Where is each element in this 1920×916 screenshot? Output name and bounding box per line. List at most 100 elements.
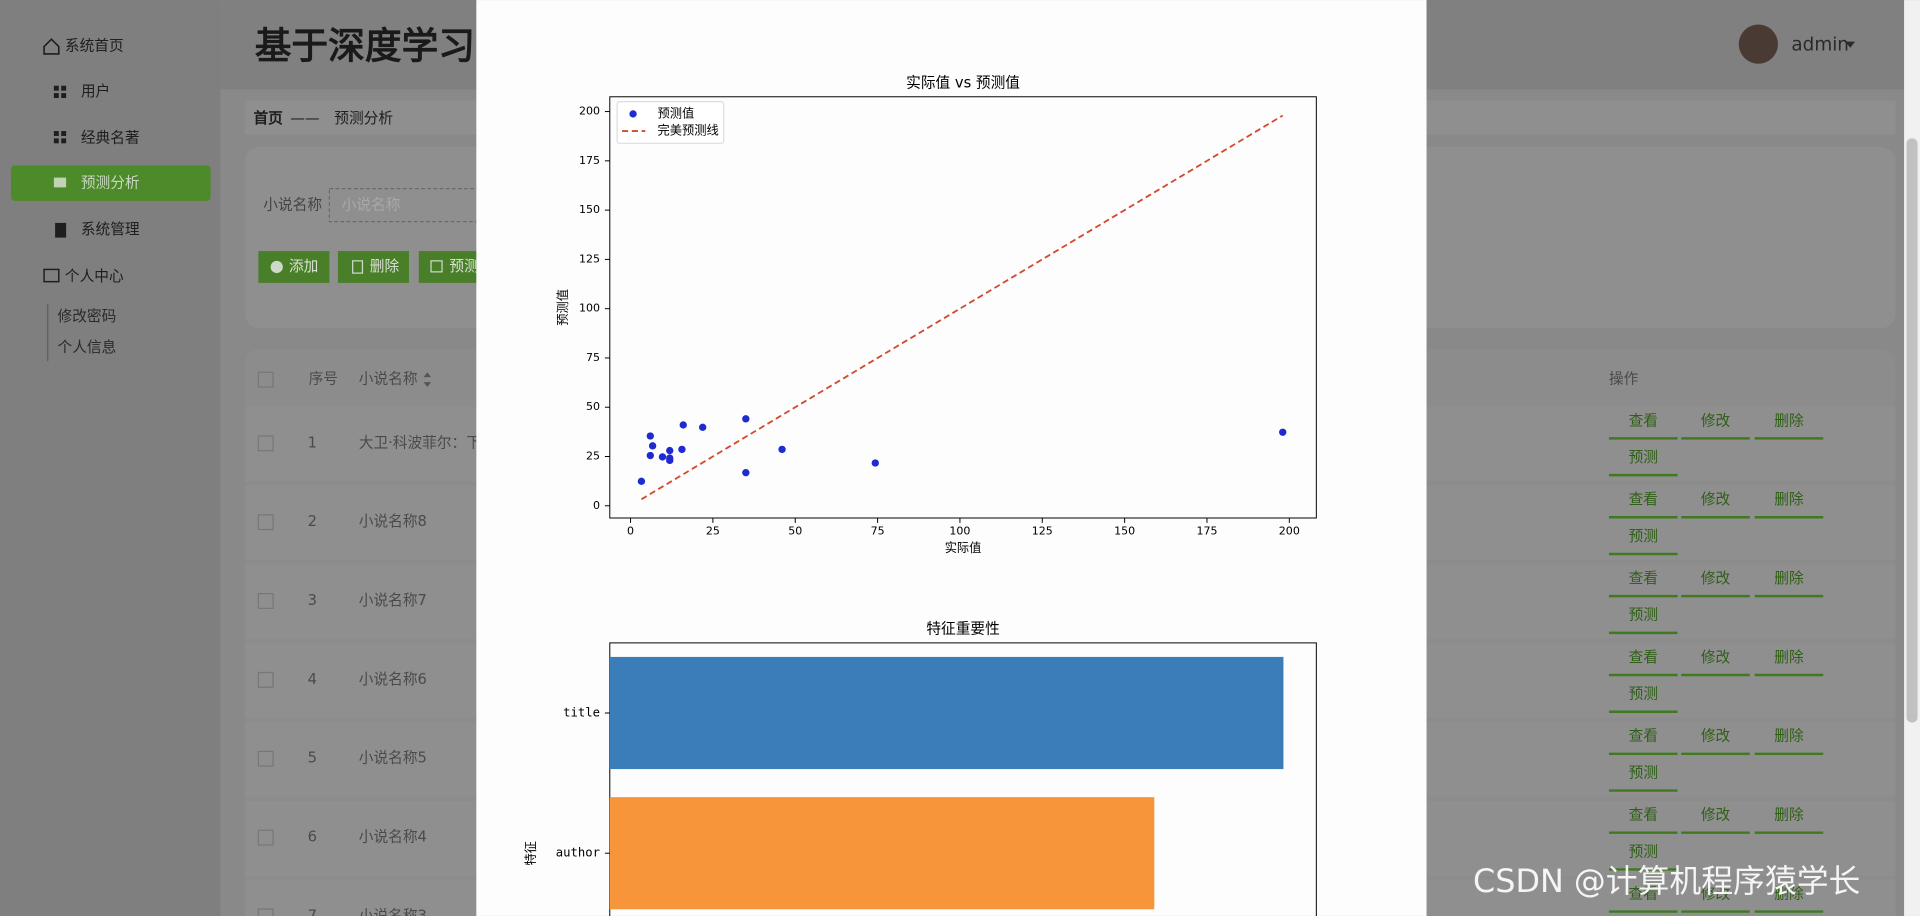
action-button[interactable]: 修改 bbox=[1701, 570, 1731, 587]
submenu-item[interactable]: 修改密码 bbox=[58, 308, 117, 325]
watermark: CSDN @计算机程序猿学长 bbox=[1473, 862, 1860, 900]
x-axis-label: 实际值 bbox=[945, 540, 982, 555]
menu-item[interactable]: 经典名著 bbox=[81, 129, 140, 146]
button-icon bbox=[430, 260, 443, 273]
y-tick-label: 75 bbox=[586, 351, 600, 364]
breadcrumb-current: 预测分析 bbox=[334, 110, 393, 127]
y-axis-label: 预测值 bbox=[555, 289, 570, 326]
row-index: 5 bbox=[308, 750, 317, 767]
action-button[interactable]: 查看 bbox=[1629, 412, 1658, 429]
scatter-point bbox=[666, 446, 674, 455]
action-button[interactable]: 修改 bbox=[1701, 885, 1731, 902]
sidebar bbox=[0, 0, 221, 916]
y-tick-label: 200 bbox=[579, 105, 600, 118]
menu-item[interactable]: 预测分析 bbox=[81, 175, 140, 192]
x-tick-label: 150 bbox=[1114, 524, 1135, 537]
menu-item[interactable]: 用户 bbox=[81, 83, 110, 100]
add-button[interactable] bbox=[258, 251, 330, 283]
scatter-point bbox=[666, 454, 674, 462]
y-tick-label: title bbox=[563, 706, 600, 720]
checkbox[interactable] bbox=[257, 908, 274, 916]
y-tick-label: 0 bbox=[593, 499, 600, 512]
action-button[interactable]: 预测 bbox=[1629, 764, 1658, 781]
action-button[interactable]: 查看 bbox=[1629, 491, 1658, 508]
action-button[interactable]: 删除 bbox=[1774, 728, 1804, 745]
scatter-point bbox=[646, 432, 654, 440]
row-name: 小说名称6 bbox=[359, 671, 427, 688]
action-button[interactable]: 删除 bbox=[1774, 885, 1804, 902]
submenu-item[interactable]: 个人信息 bbox=[58, 339, 117, 356]
menu-item[interactable]: 系统首页 bbox=[65, 38, 124, 55]
action-button[interactable]: 查看 bbox=[1629, 570, 1658, 587]
action-button[interactable]: 删除 bbox=[1774, 807, 1804, 824]
sort-icon[interactable] bbox=[423, 372, 432, 387]
checkbox[interactable] bbox=[257, 514, 274, 531]
button-icon bbox=[270, 260, 283, 274]
row-index: 7 bbox=[308, 907, 317, 916]
column-header[interactable]: 小说名称 bbox=[359, 371, 418, 388]
breadcrumb-home[interactable]: 首页 bbox=[253, 109, 283, 127]
action-button[interactable]: 查看 bbox=[1629, 649, 1658, 666]
legend-swatch bbox=[629, 110, 637, 118]
row-index: 4 bbox=[308, 671, 317, 688]
menu-item[interactable]: 个人中心 bbox=[65, 268, 124, 285]
checkbox[interactable] bbox=[257, 593, 274, 609]
action-button[interactable]: 修改 bbox=[1701, 807, 1731, 824]
row-name: 小说名称7 bbox=[359, 592, 427, 609]
scatter-point bbox=[648, 442, 657, 450]
x-tick-label: 100 bbox=[949, 524, 970, 537]
delete-button[interactable] bbox=[337, 251, 409, 283]
clipboard-icon bbox=[55, 222, 67, 238]
predict-button-label[interactable]: 预测 bbox=[449, 258, 478, 275]
home-icon bbox=[43, 38, 60, 55]
action-button[interactable]: 修改 bbox=[1701, 649, 1731, 666]
x-tick-label: 175 bbox=[1196, 524, 1217, 537]
action-button[interactable]: 查看 bbox=[1629, 885, 1658, 902]
row-index: 6 bbox=[308, 829, 317, 846]
scrollbar-thumb[interactable] bbox=[1906, 138, 1918, 723]
action-button[interactable]: 预测 bbox=[1629, 607, 1658, 624]
action-button[interactable]: 修改 bbox=[1701, 412, 1731, 429]
action-button[interactable]: 预测 bbox=[1629, 686, 1658, 703]
active-menu[interactable] bbox=[11, 165, 211, 201]
y-tick-label: 25 bbox=[586, 450, 600, 463]
x-tick-label: 0 bbox=[627, 524, 634, 537]
action-button[interactable]: 修改 bbox=[1701, 491, 1731, 508]
row-index: 3 bbox=[308, 592, 317, 609]
action-button[interactable]: 删除 bbox=[1774, 412, 1804, 429]
checkbox[interactable] bbox=[257, 829, 274, 846]
avatar[interactable] bbox=[1738, 24, 1778, 64]
card-icon bbox=[43, 268, 60, 283]
menu-icon bbox=[53, 177, 67, 188]
row-name: 小说名称3 bbox=[359, 907, 427, 916]
action-button[interactable]: 删除 bbox=[1774, 570, 1804, 587]
scatter-point bbox=[646, 451, 654, 460]
action-button[interactable]: 删除 bbox=[1774, 649, 1804, 666]
delete-button-label[interactable]: 删除 bbox=[370, 258, 400, 275]
bar bbox=[609, 656, 1284, 770]
action-button[interactable]: 查看 bbox=[1629, 728, 1658, 745]
checkbox[interactable] bbox=[257, 750, 274, 767]
scatter-point bbox=[679, 421, 687, 429]
action-button[interactable]: 查看 bbox=[1629, 807, 1658, 824]
add-button-label[interactable]: 添加 bbox=[289, 258, 318, 275]
chart-title: 特征重要性 bbox=[926, 620, 999, 637]
y-tick-label: 50 bbox=[586, 400, 600, 413]
action-button[interactable]: 修改 bbox=[1701, 728, 1731, 745]
button-icon bbox=[352, 260, 364, 274]
checkbox[interactable] bbox=[257, 435, 274, 452]
menu-item[interactable]: 系统管理 bbox=[81, 221, 140, 238]
x-tick-label: 125 bbox=[1032, 524, 1053, 537]
action-button[interactable]: 预测 bbox=[1629, 528, 1658, 545]
action-button[interactable]: 预测 bbox=[1629, 449, 1658, 466]
x-tick-label: 50 bbox=[788, 524, 802, 537]
search-input[interactable] bbox=[328, 188, 502, 223]
action-button[interactable]: 删除 bbox=[1774, 491, 1804, 508]
action-button[interactable]: 预测 bbox=[1629, 843, 1658, 860]
checkbox[interactable] bbox=[257, 371, 274, 388]
user-name[interactable]: admin bbox=[1791, 34, 1849, 55]
row-name: 小说名称4 bbox=[359, 829, 427, 846]
checkbox[interactable] bbox=[257, 671, 274, 688]
